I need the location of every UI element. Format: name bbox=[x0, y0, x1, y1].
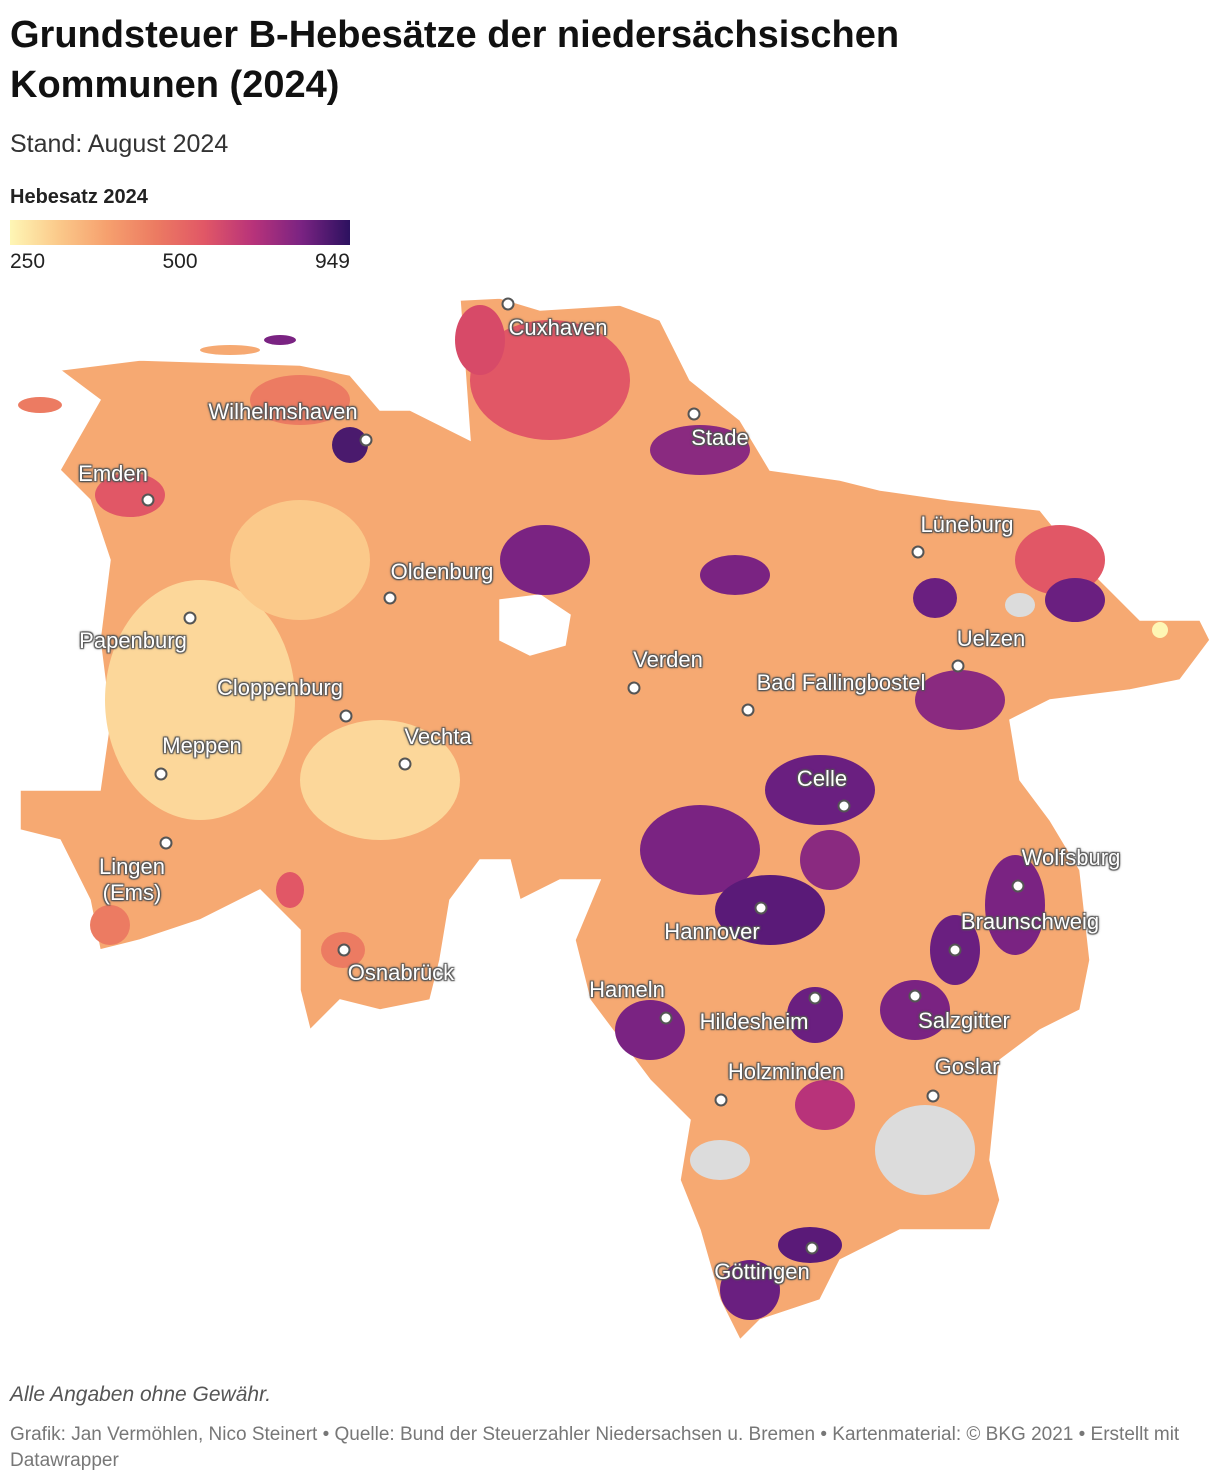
city-label: Hameln bbox=[589, 977, 665, 1002]
source: Grafik: Jan Vermöhlen, Nico Steinert • Q… bbox=[10, 1424, 1180, 1471]
city-label: Goslar bbox=[934, 1054, 1000, 1079]
legend-tick-label: 949 bbox=[314, 250, 350, 273]
city-label: Wilhelmshaven bbox=[208, 399, 358, 424]
city-label: Papenburg bbox=[79, 628, 187, 653]
city-dot bbox=[337, 943, 351, 957]
city-dot bbox=[398, 757, 412, 771]
city-label: Holzminden bbox=[727, 1059, 845, 1084]
city-dot bbox=[754, 901, 768, 915]
city-label: Meppen bbox=[162, 733, 242, 758]
city-dot bbox=[159, 836, 173, 850]
city-dot bbox=[383, 591, 397, 605]
city-label: Wolfsburg bbox=[1021, 845, 1121, 870]
city-dot bbox=[1011, 879, 1025, 893]
city-dot bbox=[339, 709, 353, 723]
city-label: Oldenburg bbox=[390, 559, 494, 584]
city-label: Salzgitter bbox=[918, 1008, 1010, 1033]
city-dot bbox=[154, 767, 168, 781]
legend-tick-label: 250 bbox=[10, 250, 46, 273]
city-label: Hannover bbox=[664, 919, 760, 944]
regions bbox=[18, 305, 1168, 1320]
city-label: Stade bbox=[691, 425, 749, 450]
city-label: Osnabrück bbox=[347, 960, 455, 985]
city-dot bbox=[908, 989, 922, 1003]
city-label: Hildesheim bbox=[699, 1009, 809, 1034]
city-label: Verden bbox=[633, 647, 703, 672]
city-label: Uelzen bbox=[956, 626, 1026, 651]
city-dot bbox=[359, 433, 373, 447]
city-dot bbox=[627, 681, 641, 695]
legend-tick-label: 500 bbox=[162, 250, 198, 273]
city-label: Cuxhaven bbox=[508, 315, 608, 340]
city-label: Göttingen bbox=[714, 1259, 810, 1284]
city-dot bbox=[911, 545, 925, 559]
city-dot bbox=[687, 407, 701, 421]
city-dot bbox=[501, 297, 515, 311]
city-label: Bad Fallingbostel bbox=[756, 670, 926, 695]
city-label: Emden bbox=[78, 461, 148, 486]
city-label: Vechta bbox=[404, 724, 472, 749]
city-dot bbox=[659, 1011, 673, 1025]
legend-title: Hebesatz 2024 bbox=[10, 186, 148, 208]
city-label: Braunschweig bbox=[960, 909, 1100, 934]
subtitle: Stand: August 2024 bbox=[10, 130, 229, 158]
city-label: Lingen (Ems) bbox=[98, 854, 166, 905]
note: Alle Angaben ohne Gewähr. bbox=[10, 1383, 272, 1406]
city-dot bbox=[926, 1089, 940, 1103]
city-dot bbox=[183, 611, 197, 625]
title: Grundsteuer B-Hebesätze der niedersächsi… bbox=[10, 14, 900, 106]
city-label: Lüneburg bbox=[920, 512, 1014, 537]
city-label: Cloppenburg bbox=[217, 675, 343, 700]
city-dot bbox=[741, 703, 755, 717]
city-dot bbox=[141, 493, 155, 507]
city-dot bbox=[714, 1093, 728, 1107]
city-dot bbox=[808, 991, 822, 1005]
map bbox=[18, 297, 1211, 1342]
city-dot bbox=[837, 799, 851, 813]
city-dot bbox=[948, 943, 962, 957]
legend-gradient bbox=[10, 220, 350, 245]
city-label: Celle bbox=[796, 766, 848, 791]
city-dot bbox=[951, 659, 965, 673]
city-dot bbox=[805, 1241, 819, 1255]
